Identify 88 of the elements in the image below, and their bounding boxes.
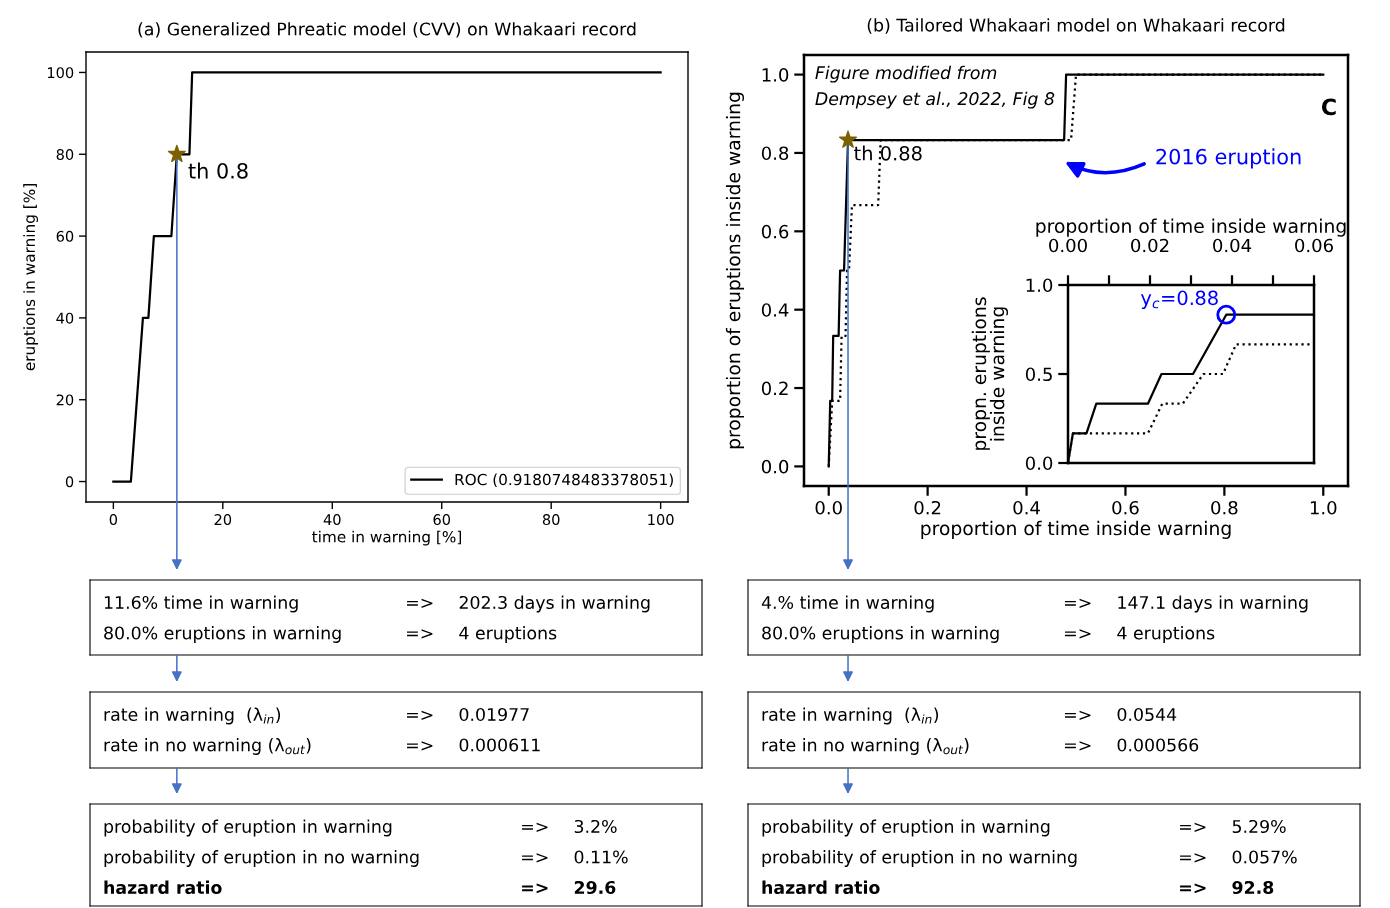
text: => [407, 741, 433, 751]
y-tick-label: 0.5 [1025, 367, 1052, 382]
y-tick-label: 0.8 [761, 146, 789, 161]
x-tick-label: 80 [542, 514, 560, 526]
text: rate in no warning (λ$_{out}$) [762, 738, 969, 755]
x-tick-label: 100 [648, 514, 674, 526]
y-tick-label: 0 [65, 476, 74, 488]
x-tick-label: 0.6 [1112, 500, 1139, 515]
x-tick-label: 0.4 [1013, 500, 1040, 515]
text: => [522, 853, 548, 863]
text: 11.6% time in warning [104, 595, 298, 613]
text: 0.11% [574, 850, 628, 864]
text: 0.01977 [459, 707, 529, 722]
chart-title: (a) Generalized Phreatic model (CVV) on Whakaari record [138, 22, 636, 38]
x-tick-label: 0.2 [914, 500, 941, 515]
text: hazard ratio [762, 880, 880, 895]
x-axis-title: proportion of time inside warning [921, 520, 1231, 539]
y-tick-label: 1.0 [1026, 278, 1053, 293]
text: 3.2% [574, 819, 617, 834]
text: rate in warning (λ$_{in}$) [762, 707, 939, 725]
x-axis-title: proportion of time inside warning [1036, 218, 1346, 237]
y-axis-title: propn. eruptions inside warning [971, 297, 1009, 450]
x-tick-label: 40 [323, 514, 341, 526]
annotation: 2016 eruption [1156, 148, 1301, 169]
x-axis-title: time in warning [%] [312, 530, 462, 546]
y-tick-label: 0.0 [1025, 456, 1053, 471]
annotation: Figure modified from Dempsey et al., 2022, Fig 8 [815, 65, 1055, 109]
text: 92.8 [1232, 880, 1274, 895]
annotation: C [1321, 98, 1336, 116]
text: => [407, 598, 433, 608]
y-tick-label: 60 [56, 230, 74, 242]
x-tick-label: 0.8 [1211, 500, 1238, 515]
text: rate in warning (λ$_{in}$) [104, 707, 281, 725]
text: 5.29% [1232, 819, 1286, 834]
text: => [1065, 598, 1091, 608]
text: => [522, 822, 548, 832]
x-tick-label: 1.0 [1310, 500, 1337, 515]
y-tick-label: 80 [56, 148, 74, 161]
text: 202.3 days in warning [459, 595, 650, 613]
x-tick-label: 0.02 [1131, 238, 1169, 253]
text: 80.0% eruptions in warning [762, 626, 999, 643]
x-tick-label: 0.04 [1213, 238, 1252, 253]
x-tick-label: 20 [214, 514, 232, 526]
text: => [1180, 883, 1206, 894]
text: => [522, 883, 548, 894]
y-tick-label: 0.2 [761, 381, 788, 396]
text: 80.0% eruptions in warning [104, 626, 341, 643]
text: 0.0544 [1117, 707, 1177, 722]
x-tick-label: 0.00 [1049, 238, 1087, 253]
y-axis-title: eruptions in warning [%] [23, 184, 39, 371]
text: probability of eruption in warning [762, 819, 1050, 837]
x-tick-label: 60 [433, 514, 451, 526]
text: 4.% time in warning [761, 595, 934, 613]
text: probability of eruption in no warning [762, 850, 1077, 867]
x-tick-label: 0.0 [815, 500, 842, 515]
y-tick-label: 0.4 [761, 303, 789, 317]
y-tick-label: 0.0 [761, 459, 789, 474]
y-tick-label: 1.0 [762, 68, 789, 82]
y-tick-label: 100 [47, 67, 74, 79]
text: 0.000611 [459, 738, 540, 752]
text: 147.1 days in warning [1118, 595, 1308, 613]
text: probability of eruption in no warning [104, 850, 419, 867]
text: hazard ratio [104, 880, 222, 895]
chart-title: (b) Tailored Whakaari model on Whakaari record [867, 18, 1285, 34]
text: 0.000566 [1117, 738, 1199, 752]
text: 29.6 [574, 880, 616, 895]
text: => [1065, 710, 1091, 720]
text: rate in no warning (λ$_{out}$) [104, 738, 311, 755]
text: => [1065, 629, 1091, 639]
text: => [1180, 822, 1206, 832]
y-tick-label: 20 [56, 394, 74, 406]
text: 4 eruptions [459, 626, 557, 643]
text: => [407, 629, 433, 639]
annotation: th 0.88 [854, 145, 922, 161]
text: 4 eruptions [1117, 626, 1215, 643]
x-tick-label: 0.06 [1295, 238, 1333, 253]
y-tick-label: 0.6 [761, 224, 789, 239]
y-axis-title: proportion of eruptions inside warning [725, 92, 745, 449]
annotation: y$_{c}$=0.88 [1140, 290, 1218, 309]
text: => [1180, 853, 1206, 863]
y-tick-label: 40 [56, 312, 74, 324]
legend-label: ROC (0.9180748483378051) [455, 473, 673, 488]
text: => [1065, 741, 1091, 751]
annotation: th 0.8 [188, 162, 248, 179]
text: => [407, 710, 433, 720]
text: 0.057% [1232, 850, 1297, 864]
text: probability of eruption in warning [104, 819, 392, 837]
x-tick-label: 0 [109, 514, 118, 526]
